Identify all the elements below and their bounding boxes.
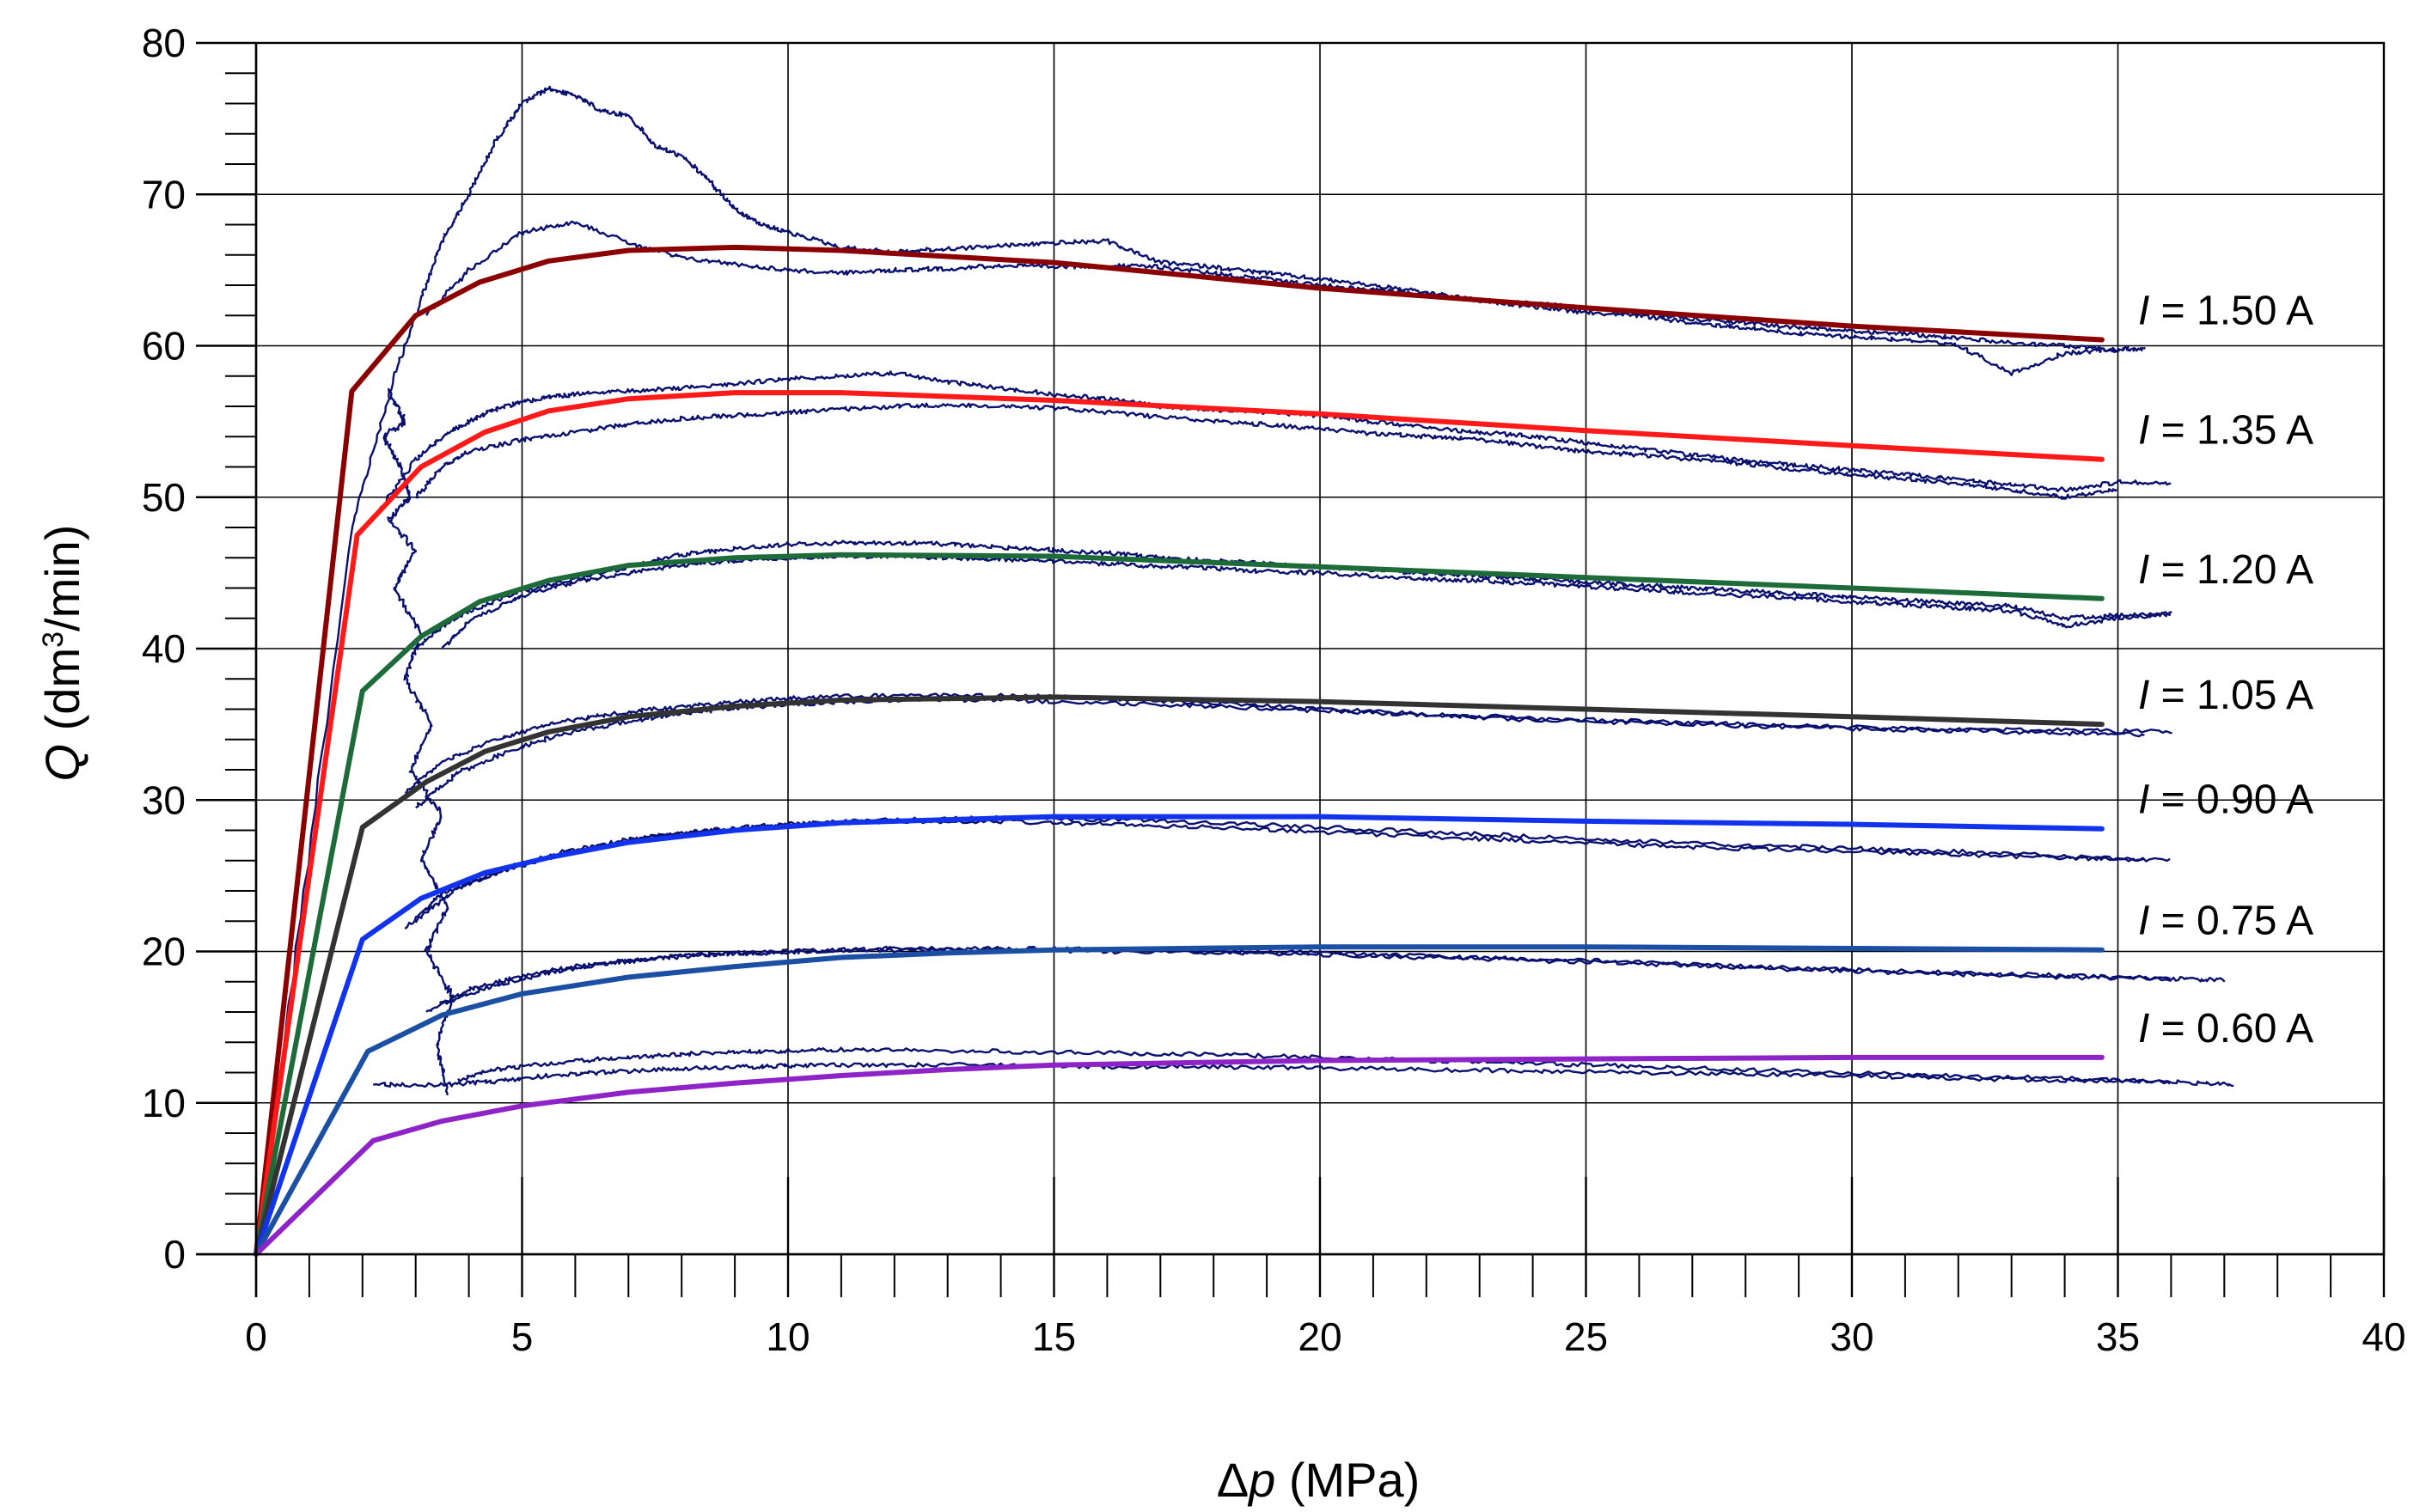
- legend-label: I = 0.75 A: [2138, 899, 2313, 944]
- legend-label: I = 1.35 A: [2138, 408, 2313, 454]
- y-tick-label: 0: [163, 1232, 186, 1277]
- series-line: [254, 814, 2105, 1257]
- measured-curve: [415, 540, 2172, 650]
- x-tick-label: 20: [1298, 1314, 1341, 1359]
- legend-label: I = 0.90 A: [2138, 777, 2313, 823]
- legend-label-value: = 1.50 A: [2149, 288, 2313, 333]
- series-line: [254, 944, 2105, 1257]
- y-tick-label: 70: [142, 172, 186, 216]
- legend-layer: I = 1.50 AI = 1.35 AI = 1.20 AI = 1.05 A…: [2138, 288, 2313, 1051]
- y-tick-label: 10: [142, 1081, 186, 1125]
- y-tick-label: 50: [142, 475, 186, 520]
- grid-layer: [256, 43, 2384, 1254]
- series-line: [254, 390, 2105, 1257]
- measured-curve: [415, 697, 2145, 809]
- y-tick-label: 30: [142, 777, 186, 822]
- x-tick-label: 10: [766, 1314, 810, 1359]
- x-tick-label: 5: [511, 1314, 534, 1359]
- x-tick-label: 30: [1830, 1314, 1873, 1359]
- measured-curve: [382, 387, 455, 1096]
- legend-label-value: = 1.05 A: [2149, 673, 2313, 718]
- measured-curve: [415, 402, 2117, 500]
- legend-label-value: = 1.35 A: [2149, 408, 2313, 454]
- legend-label-var: I: [2138, 408, 2149, 454]
- x-axis-title: Δp (MPa): [1217, 1453, 1421, 1507]
- y-tick-label: 20: [142, 930, 186, 974]
- x-tick-label: 15: [1032, 1314, 1076, 1359]
- y-tick-label: 60: [142, 324, 186, 369]
- x-tick-label: 0: [245, 1314, 267, 1359]
- legend-label: I = 1.50 A: [2138, 288, 2313, 333]
- y-axis-title: Q (dm3/min): [35, 525, 89, 782]
- legend-label: I = 0.60 A: [2138, 1006, 2313, 1052]
- measured-curve: [373, 1062, 2171, 1088]
- measured-curve: [425, 220, 2120, 353]
- measured-curve: [254, 85, 2146, 1255]
- legend-label-value: = 0.90 A: [2149, 777, 2313, 823]
- x-tick-label: 25: [1564, 1314, 1608, 1359]
- series-line: [254, 694, 2105, 1257]
- y-tick-label: 80: [142, 21, 186, 65]
- series-line: [254, 552, 2105, 1257]
- legend-label-var: I: [2138, 899, 2149, 944]
- axes-layer: [196, 41, 2386, 1297]
- measured-curve: [441, 947, 2172, 1005]
- tick-label-layer: 0 5 10 15 20 25 30 35 40 0 10 20 30 40 50 60 70 80: [142, 21, 2406, 1359]
- legend-label-var: I: [2138, 777, 2149, 823]
- x-tick-label: 40: [2362, 1314, 2405, 1359]
- series-line: [254, 244, 2105, 1257]
- legend-label: I = 1.05 A: [2138, 673, 2313, 718]
- y-tick-label: 40: [142, 626, 186, 671]
- measured-curve: [377, 370, 2172, 514]
- series-line: [254, 1054, 2105, 1257]
- legend-label-var: I: [2138, 673, 2149, 718]
- legend-label-var: I: [2138, 1006, 2149, 1052]
- legend-label-var: I: [2138, 547, 2149, 593]
- legend-label-value: = 0.60 A: [2149, 1006, 2313, 1052]
- x-tick-label: 35: [2096, 1314, 2140, 1359]
- legend-label: I = 1.20 A: [2138, 547, 2313, 593]
- legend-label-var: I: [2138, 288, 2149, 333]
- legend-label-value: = 1.20 A: [2149, 547, 2313, 593]
- legend-label-value: = 0.75 A: [2149, 899, 2313, 944]
- series-layer: [254, 244, 2105, 1257]
